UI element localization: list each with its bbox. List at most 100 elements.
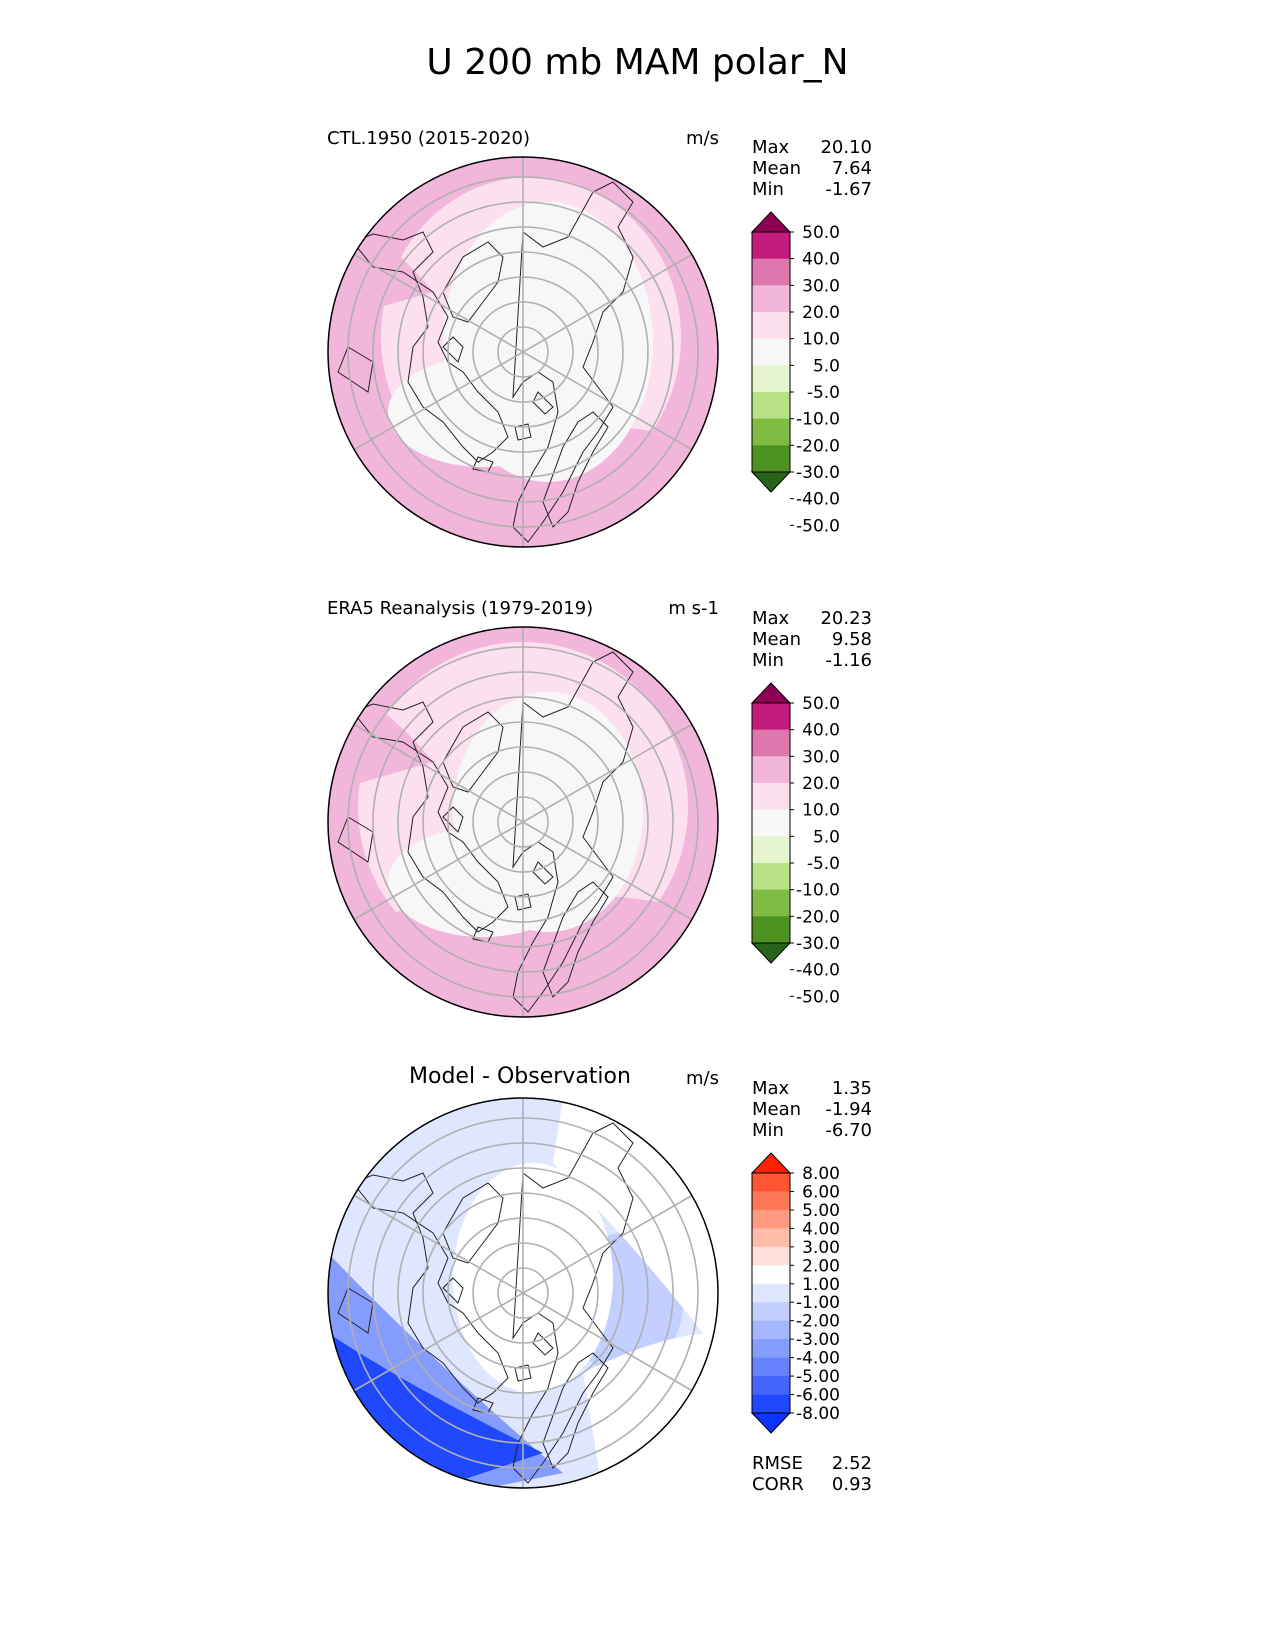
colorbar-tick-label: -5.0	[807, 383, 840, 403]
stat-label: Min	[752, 650, 784, 671]
colorbar-tick-label: -10.0	[796, 410, 840, 430]
colorbar-tick-label: 20.0	[802, 303, 840, 323]
colorbar-tick-label: -2.00	[796, 1312, 840, 1332]
colorbar-segment	[752, 1394, 790, 1414]
colorbar-segment	[752, 836, 790, 864]
colorbar-extend-top	[750, 682, 792, 704]
meridian-gridline	[353, 1292, 524, 1392]
figure-title: U 200 mb MAM polar_N	[426, 42, 849, 83]
meridian-gridline	[522, 253, 693, 353]
colorbar-tick-label: -8.00	[796, 1404, 840, 1424]
stat-value: 1.35	[831, 1078, 872, 1099]
panel-2-stats: Max 20.23 Mean 9.58 Min -1.16	[752, 608, 872, 674]
colorbar-segment	[752, 338, 790, 366]
colorbar-frame	[751, 702, 791, 944]
panel-2-border	[327, 626, 719, 1018]
colorbar-tick-label: -5.0	[807, 854, 840, 874]
zone-polar-cap	[453, 1163, 613, 1393]
colorbar-segment	[752, 916, 790, 944]
colorbar-tick-label: 2.00	[802, 1256, 840, 1276]
stat-value: 9.58	[831, 629, 872, 650]
stat-value: 7.64	[831, 158, 872, 179]
colorbar-extend-top	[750, 1152, 792, 1174]
coastline	[542, 411, 609, 528]
meridian-gridline	[353, 1194, 524, 1294]
colorbar-segment	[752, 1283, 790, 1303]
stat-value: 20.10	[820, 137, 872, 158]
colorbar-segment	[752, 809, 790, 837]
panel-3-footer-stats: RMSE 2.52 CORR 0.93	[752, 1453, 872, 1497]
panel-2-units: m s-1	[668, 598, 719, 619]
meridian-gridline	[522, 723, 693, 823]
colorbar-extend-top	[750, 211, 792, 233]
panel-3-border	[327, 1097, 719, 1489]
colorbar-tick-label: -5.00	[796, 1367, 840, 1387]
colorbar-tick-label: -1.00	[796, 1293, 840, 1313]
coastline	[337, 346, 374, 393]
panel-1-title: CTL.1950 (2015-2020)	[327, 128, 531, 149]
colorbar-segment	[752, 392, 790, 420]
panel-3-units: m/s	[686, 1068, 719, 1089]
coastline	[442, 1277, 464, 1304]
colorbar-tick-label: 4.00	[802, 1219, 840, 1239]
colorbar-segment	[752, 1357, 790, 1377]
meridian-gridline	[522, 1292, 693, 1392]
coastline	[512, 1122, 634, 1484]
colorbar-tick-label: -3.00	[796, 1330, 840, 1350]
stat-label: Max	[752, 608, 790, 629]
colorbar-extend-bottom	[750, 1412, 792, 1434]
coastline	[442, 336, 464, 363]
colorbar-tick-label: 10.0	[802, 330, 840, 350]
stat-value: -1.94	[825, 1099, 872, 1120]
colorbar-segment	[752, 1228, 790, 1248]
colorbar-segment	[752, 365, 790, 393]
colorbar-segment	[752, 1265, 790, 1285]
corr-value: 0.93	[831, 1474, 872, 1495]
coastline	[337, 816, 374, 863]
colorbar-tick-label: 30.0	[802, 276, 840, 296]
corr-label: CORR	[752, 1474, 804, 1495]
coastline	[442, 241, 504, 323]
coastline	[352, 1172, 509, 1404]
colorbar-tick-label: 5.0	[813, 827, 840, 847]
panel-1-border	[327, 156, 719, 548]
colorbar-tick-label: 40.0	[802, 721, 840, 741]
colorbar-tick-label: 1.00	[802, 1275, 840, 1295]
panel-1-units: m/s	[686, 128, 719, 149]
stat-value: -1.16	[825, 650, 872, 671]
panel-1-stats: Max 20.10 Mean 7.64 Min -1.67	[752, 137, 872, 203]
coastline	[512, 651, 634, 1013]
colorbar-segment	[752, 258, 790, 286]
colorbar-segment	[752, 285, 790, 313]
colorbar-tick-label: -30.0	[796, 934, 840, 954]
colorbar-frame	[751, 231, 791, 473]
colorbar-tick-label: -50.0	[796, 516, 840, 536]
rmse-value: 2.52	[831, 1453, 872, 1474]
colorbar-tick-label: 30.0	[802, 747, 840, 767]
colorbar-tick-label: -4.00	[796, 1349, 840, 1369]
coastline	[337, 1287, 374, 1334]
stat-label: Mean	[752, 158, 802, 179]
panel-3-map	[328, 1098, 718, 1488]
colorbar-tick-label: 40.0	[802, 250, 840, 270]
coastline	[352, 231, 509, 463]
coastline	[532, 391, 554, 415]
stat-label: Max	[752, 1078, 790, 1099]
panel-2-colorbar: 50.0 40.0 30.0 20.0 10.0 5.0 -5.0 -10.0 -20.0 -30…	[750, 682, 840, 1007]
colorbar-tick-label: 5.00	[802, 1201, 840, 1221]
panel-3-title: Model - Observation	[409, 1064, 631, 1089]
meridian-gridline	[353, 351, 524, 451]
coastline	[542, 1352, 609, 1469]
colorbar-tick-label: 5.0	[813, 356, 840, 376]
colorbar-segment	[752, 1320, 790, 1340]
colorbar-tick-label: -20.0	[796, 907, 840, 927]
colorbar-segment	[752, 1191, 790, 1211]
colorbar-tick-label: 6.00	[802, 1182, 840, 1202]
coastline	[532, 1332, 554, 1356]
colorbar-tick-label: -40.0	[796, 961, 840, 981]
colorbar-tick-label: 50.0	[802, 223, 840, 243]
meridian-gridline	[353, 253, 524, 353]
colorbar-tick-label: -30.0	[796, 463, 840, 483]
stat-label: Min	[752, 179, 784, 200]
colorbar-segment	[752, 1376, 790, 1396]
